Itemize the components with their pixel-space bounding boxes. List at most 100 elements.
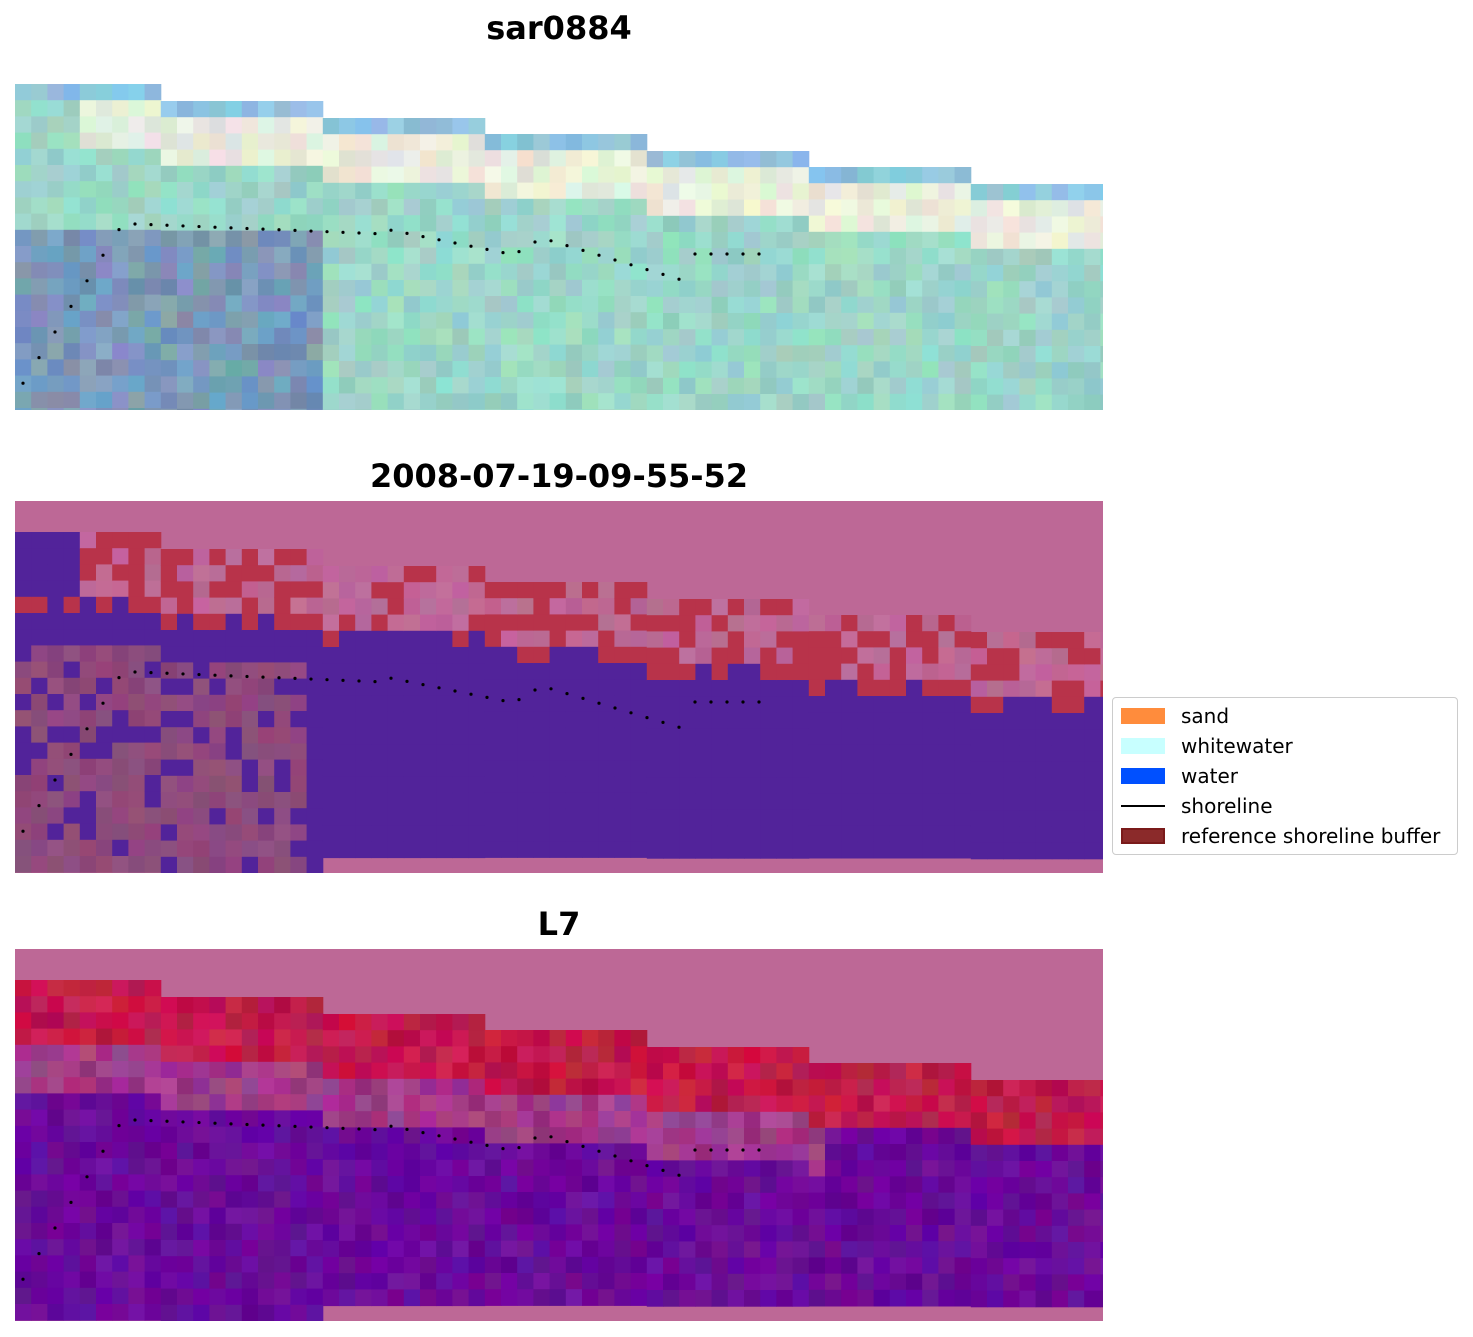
image-pixel — [501, 360, 518, 378]
image-pixel — [1035, 281, 1053, 298]
image-pixel — [517, 312, 534, 329]
image-pixel — [484, 166, 502, 184]
index-pixel — [484, 1111, 502, 1128]
classified-pixel — [128, 596, 146, 614]
shoreline-point — [757, 252, 761, 256]
index-pixel — [15, 1093, 32, 1111]
image-pixel — [274, 198, 291, 215]
classified-pixel — [79, 548, 97, 565]
index-pixel — [533, 1240, 551, 1258]
index-pixel — [582, 1208, 599, 1225]
classified-pixel — [468, 825, 486, 842]
index-pixel — [371, 1176, 389, 1193]
image-pixel — [711, 329, 729, 346]
image-pixel — [857, 167, 875, 184]
image-pixel — [776, 232, 794, 249]
image-pixel — [306, 230, 324, 248]
classified-pixel — [436, 744, 453, 761]
image-pixel — [128, 181, 146, 198]
index-pixel — [339, 1208, 356, 1226]
classified-pixel — [258, 775, 275, 793]
index-pixel — [258, 1078, 275, 1095]
image-pixel — [144, 278, 162, 296]
image-pixel — [533, 182, 551, 200]
image-pixel — [1003, 297, 1020, 315]
legend-label: reference shoreline buffer — [1181, 824, 1441, 848]
image-pixel — [1035, 265, 1053, 282]
legend-item-shoreline: shoreline — [1121, 794, 1273, 818]
shoreline-point — [485, 1143, 489, 1147]
image-pixel — [290, 230, 308, 248]
classified-pixel — [322, 825, 340, 842]
shoreline-point — [693, 252, 697, 256]
image-pixel — [128, 132, 146, 150]
classified-pixel — [889, 744, 907, 762]
index-pixel — [549, 1208, 567, 1225]
image-pixel — [501, 263, 518, 281]
classified-pixel — [209, 775, 227, 793]
index-pixel — [225, 1094, 243, 1111]
classified-pixel — [322, 630, 340, 648]
index-pixel — [225, 1207, 243, 1225]
classified-pixel — [468, 679, 486, 697]
shoreline-point — [725, 1148, 729, 1152]
image-pixel — [1100, 216, 1103, 234]
classified-pixel — [274, 565, 291, 582]
classified-pixel — [549, 776, 567, 794]
image-pixel — [63, 310, 81, 328]
classified-pixel — [598, 776, 615, 794]
index-pixel — [355, 1257, 372, 1274]
shoreline-point — [341, 678, 345, 682]
image-pixel — [31, 84, 48, 101]
index-pixel — [711, 1128, 729, 1145]
classified-pixel — [1003, 696, 1020, 714]
image-pixel — [241, 376, 259, 394]
image-pixel — [436, 263, 453, 281]
classified-pixel — [96, 823, 113, 841]
index-pixel — [274, 1304, 291, 1321]
classified-pixel — [177, 727, 194, 744]
image-pixel — [614, 215, 632, 232]
index-pixel — [306, 1029, 324, 1047]
index-pixel — [371, 1111, 389, 1128]
image-pixel — [371, 247, 389, 265]
classified-pixel — [565, 711, 583, 729]
classified-pixel — [565, 825, 583, 842]
classified-pixel — [355, 809, 372, 826]
index-pixel — [517, 1030, 534, 1047]
classified-pixel — [241, 581, 259, 599]
classified-pixel — [63, 564, 81, 582]
index-pixel — [420, 1289, 437, 1307]
index-pixel — [533, 1192, 551, 1209]
shoreline-point — [277, 676, 281, 680]
index-pixel — [355, 1111, 372, 1128]
classified-pixel — [225, 646, 243, 663]
image-pixel — [144, 310, 162, 328]
image-pixel — [339, 263, 356, 281]
classified-pixel — [938, 777, 956, 794]
image-pixel — [711, 345, 729, 363]
image-pixel — [144, 148, 162, 166]
classified-pixel — [970, 826, 988, 844]
classified-pixel — [808, 777, 826, 794]
classified-pixel — [663, 744, 680, 762]
classified-pixel — [598, 695, 615, 713]
index-pixel — [63, 996, 81, 1013]
image-pixel — [565, 393, 583, 410]
classified-pixel — [646, 825, 664, 843]
index-pixel — [31, 1304, 48, 1321]
classified-pixel — [906, 631, 923, 648]
image-pixel — [225, 214, 243, 232]
index-pixel — [225, 1110, 243, 1128]
image-pixel — [711, 232, 729, 249]
image-pixel — [501, 198, 518, 216]
index-pixel — [225, 1304, 243, 1321]
image-pixel — [760, 313, 777, 330]
index-pixel — [1084, 1225, 1101, 1243]
index-pixel — [47, 1158, 65, 1175]
classified-pixel — [193, 824, 210, 842]
classified-pixel — [1100, 680, 1103, 698]
image-pixel — [954, 215, 972, 233]
classified-pixel — [274, 727, 291, 744]
index-pixel — [436, 1289, 453, 1307]
